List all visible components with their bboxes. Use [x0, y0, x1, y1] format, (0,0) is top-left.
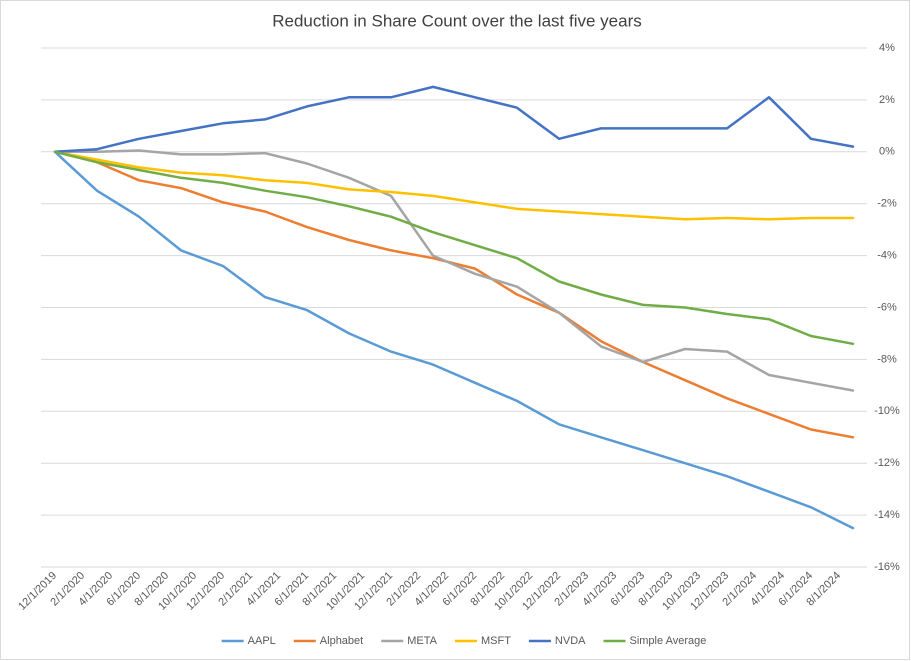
- series-line: [53, 150, 855, 346]
- legend-label: Simple Average: [629, 635, 706, 647]
- legend-label: NVDA: [555, 635, 586, 647]
- legend-label: MSFT: [481, 635, 511, 647]
- legend-label: META: [407, 635, 437, 647]
- series-line: [53, 150, 855, 221]
- legend: AAPL Alphabet META MSFT NVDA Simple Average: [221, 635, 706, 647]
- y-tick-label: -12%: [874, 457, 900, 469]
- y-tick-label: -4%: [877, 250, 897, 262]
- y-tick-label: 0%: [879, 146, 895, 158]
- y-tick-label: -10%: [874, 405, 900, 417]
- series-line: [53, 149, 855, 392]
- legend-label: AAPL: [248, 635, 276, 647]
- series-line: [53, 150, 855, 530]
- y-tick-label: -6%: [877, 301, 897, 313]
- y-tick-label: 2%: [879, 94, 895, 106]
- series-line: [53, 85, 855, 154]
- y-tick-label: -16%: [874, 561, 900, 573]
- y-tick-label: 4%: [879, 42, 895, 54]
- legend-label: Alphabet: [320, 635, 363, 647]
- y-tick-label: -8%: [877, 353, 897, 365]
- y-tick-label: -2%: [877, 198, 897, 210]
- chart-title: Reduction in Share Count over the last f…: [272, 11, 641, 30]
- y-tick-label: -14%: [874, 509, 900, 521]
